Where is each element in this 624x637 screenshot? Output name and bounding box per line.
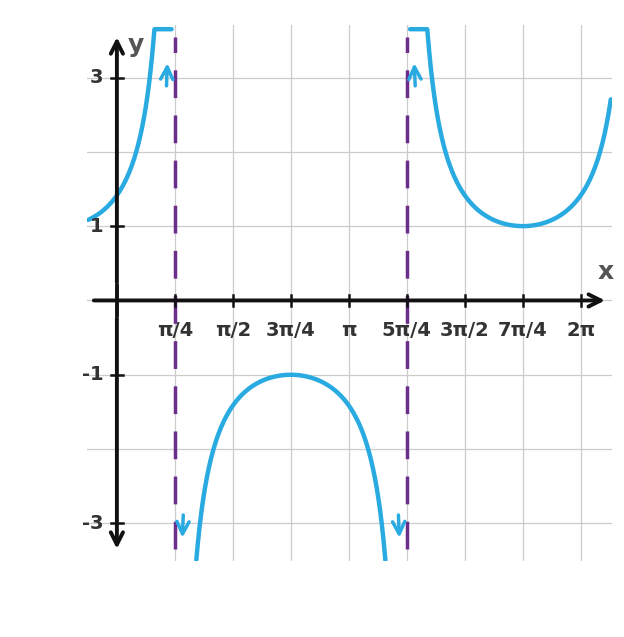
Text: 7π/4: 7π/4: [498, 321, 548, 340]
Text: π: π: [341, 321, 356, 340]
Text: 5π/4: 5π/4: [382, 321, 432, 340]
Text: 3: 3: [90, 68, 104, 87]
Text: π/4: π/4: [157, 321, 193, 340]
Text: x: x: [598, 260, 613, 284]
Text: π/2: π/2: [215, 321, 251, 340]
Text: 1: 1: [90, 217, 104, 236]
Text: 3π/4: 3π/4: [266, 321, 316, 340]
Text: 2π: 2π: [566, 321, 595, 340]
Text: -1: -1: [82, 365, 104, 384]
Text: 3π/2: 3π/2: [440, 321, 490, 340]
Text: -3: -3: [82, 514, 104, 533]
Text: y: y: [127, 33, 144, 57]
